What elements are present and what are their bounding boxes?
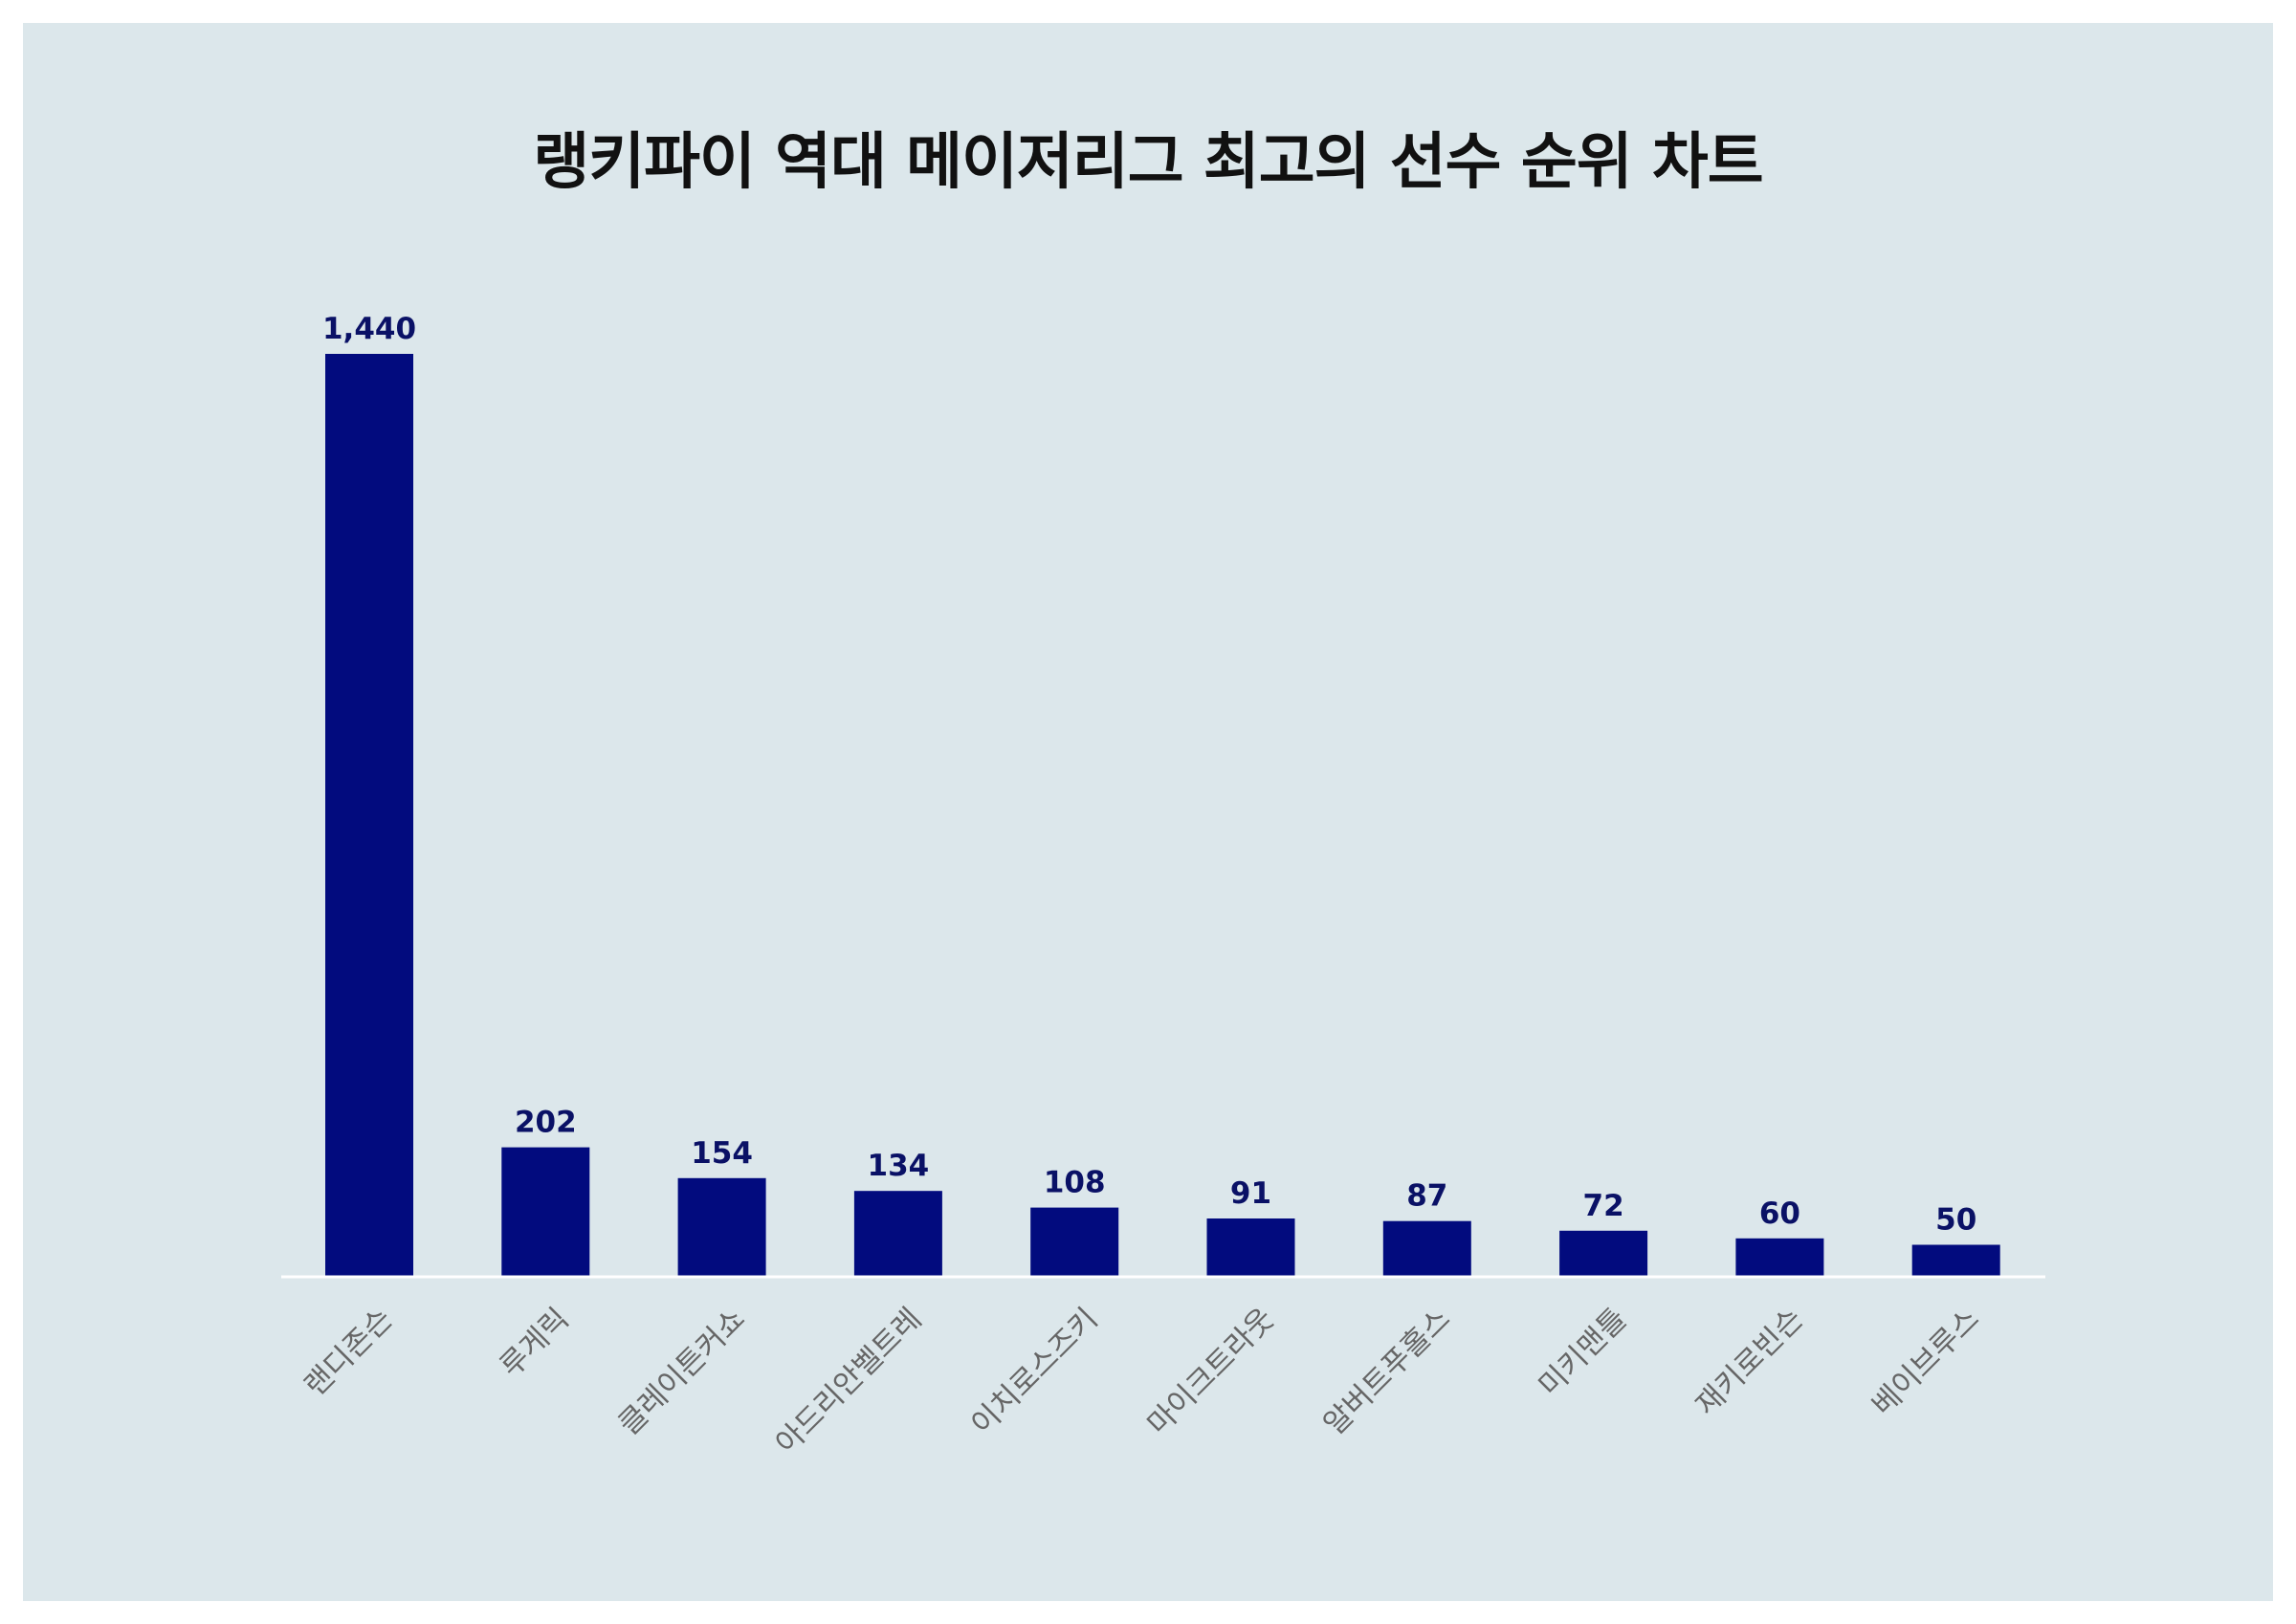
x-tick-label: 아드리안벨트레 <box>769 1302 929 1461</box>
bar-value-label: 202 <box>515 1106 577 1140</box>
bars-group <box>325 354 2000 1278</box>
x-tick-label: 알버트푸홀스 <box>1317 1302 1457 1441</box>
value-labels-group: 1,440 202 154 134 108 91 87 72 60 50 <box>322 312 1976 1238</box>
bar-value-label: 60 <box>1759 1196 1800 1231</box>
x-tick-label: 클레이튼커쇼 <box>612 1302 752 1441</box>
bar-value-label: 50 <box>1935 1203 1976 1238</box>
bar <box>1735 1238 1824 1277</box>
bar-value-label: 108 <box>1044 1166 1106 1200</box>
x-tick-label: 베이브루스 <box>1866 1302 1986 1422</box>
x-tick-label: 루게릭 <box>494 1302 576 1384</box>
x-tick-label: 마이크트라웃 <box>1141 1302 1281 1441</box>
bar <box>1911 1244 2000 1277</box>
x-tick-label: 재키로빈슨 <box>1689 1302 1810 1422</box>
bar-value-label: 87 <box>1406 1179 1447 1214</box>
x-tick-label: 이치로스즈키 <box>964 1302 1104 1441</box>
x-tick-label: 랜디존슨 <box>298 1302 399 1403</box>
bar <box>325 354 413 1277</box>
x-tick-labels-group: 랜디존슨 루게릭 클레이튼커쇼 아드리안벨트레 이치로스즈키 마이크트라웃 알버트푸홀스 미키… <box>298 1302 1986 1461</box>
bar-value-label: 154 <box>691 1136 753 1171</box>
bar <box>677 1177 766 1277</box>
bar <box>1206 1218 1295 1277</box>
bar <box>1559 1230 1648 1278</box>
bar-value-label: 134 <box>868 1149 930 1183</box>
bar-value-label: 1,440 <box>322 312 416 346</box>
bar <box>853 1191 942 1277</box>
x-tick-label: 미키맨틀 <box>1532 1302 1633 1403</box>
bar <box>501 1147 590 1277</box>
bar <box>1382 1220 1471 1277</box>
bar-value-label: 91 <box>1230 1176 1271 1211</box>
chart-title: 랭키파이 역대 메이저리그 최고의 선수 순위 차트 <box>533 127 1763 198</box>
bar-value-label: 72 <box>1583 1189 1624 1223</box>
bar <box>1030 1207 1119 1277</box>
